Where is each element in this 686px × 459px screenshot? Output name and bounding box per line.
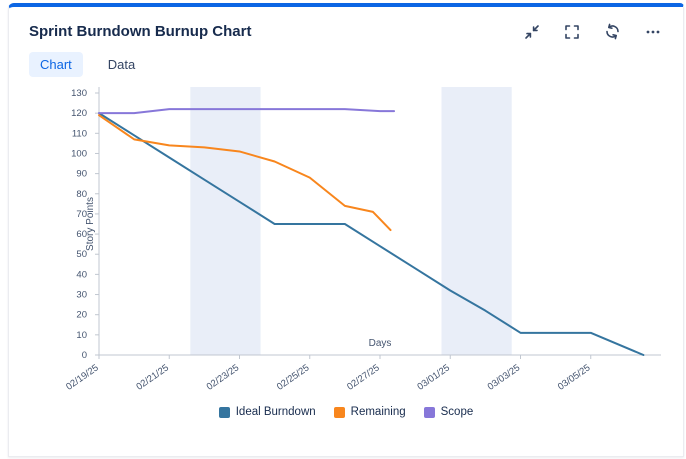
- card-header: Sprint Burndown Burnup Chart: [9, 7, 683, 48]
- series-line-remaining: [98, 114, 392, 232]
- weekend-band: [190, 87, 261, 355]
- y-tick-label: 10: [76, 330, 87, 341]
- collapse-icon[interactable]: [522, 22, 542, 42]
- x-axis-title: Days: [369, 338, 392, 349]
- y-tick-label: 30: [76, 290, 87, 301]
- page-title: Sprint Burndown Burnup Chart: [29, 23, 252, 40]
- y-tick-label: 80: [76, 189, 87, 200]
- view-tabs: Chart Data: [9, 48, 683, 83]
- chart-area: 0 10 20 30 40 50 60 70 80 90 100 110 120 130 02/19/25 0…: [9, 83, 683, 404]
- series-line-ideal-burndown: [98, 112, 645, 356]
- y-tick-label: 130: [71, 88, 87, 99]
- chart-legend: Ideal Burndown Remaining Scope: [9, 404, 683, 428]
- more-icon[interactable]: [643, 22, 663, 42]
- y-axis-title: Story Points: [85, 197, 96, 251]
- legend-label: Ideal Burndown: [235, 406, 316, 418]
- fullscreen-icon[interactable]: [562, 22, 582, 42]
- header-icon-group: [522, 21, 663, 42]
- x-tick-label: 02/19/25: [64, 362, 101, 392]
- legend-swatch: [218, 406, 230, 418]
- y-tick-label: 60: [76, 229, 87, 240]
- refresh-icon[interactable]: [602, 21, 623, 42]
- legend-item-ideal-burndown[interactable]: Ideal Burndown: [218, 406, 316, 418]
- weekend-band: [441, 87, 512, 355]
- axes: [98, 87, 661, 356]
- y-tick-label: 50: [76, 249, 87, 260]
- sprint-chart-card: Sprint Burndown Burnup Chart: [8, 3, 684, 457]
- x-tick-label: 02/25/25: [275, 362, 312, 392]
- legend-swatch: [333, 406, 345, 418]
- burndown-chart-svg: 0 10 20 30 40 50 60 70 80 90 100 110 120 130 02/19/25 0…: [64, 87, 661, 393]
- tab-chart[interactable]: Chart: [29, 52, 83, 77]
- y-tick-label: 0: [82, 350, 87, 361]
- x-tick-label: 02/21/25: [134, 362, 171, 392]
- legend-swatch: [423, 406, 435, 418]
- x-tick-label: 03/01/25: [415, 362, 452, 392]
- y-tick-label: 90: [76, 169, 87, 180]
- x-tick-label: 03/03/25: [486, 362, 523, 392]
- y-tick-label: 70: [76, 209, 87, 220]
- y-tick-label: 20: [76, 310, 87, 321]
- tab-data[interactable]: Data: [97, 52, 146, 77]
- x-tick-label: 03/05/25: [556, 362, 593, 392]
- y-tick-label: 120: [71, 108, 87, 119]
- legend-label: Scope: [440, 406, 474, 418]
- y-tick-label: 40: [76, 269, 87, 280]
- x-tick-label: 02/23/25: [205, 362, 242, 392]
- y-tick-label: 100: [71, 148, 87, 159]
- series-line-scope: [98, 108, 396, 115]
- y-tick-label: 110: [72, 128, 87, 139]
- legend-label: Remaining: [350, 406, 406, 418]
- legend-item-remaining[interactable]: Remaining: [333, 406, 406, 418]
- x-tick-label: 02/27/25: [345, 362, 382, 392]
- legend-item-scope[interactable]: Scope: [423, 406, 474, 418]
